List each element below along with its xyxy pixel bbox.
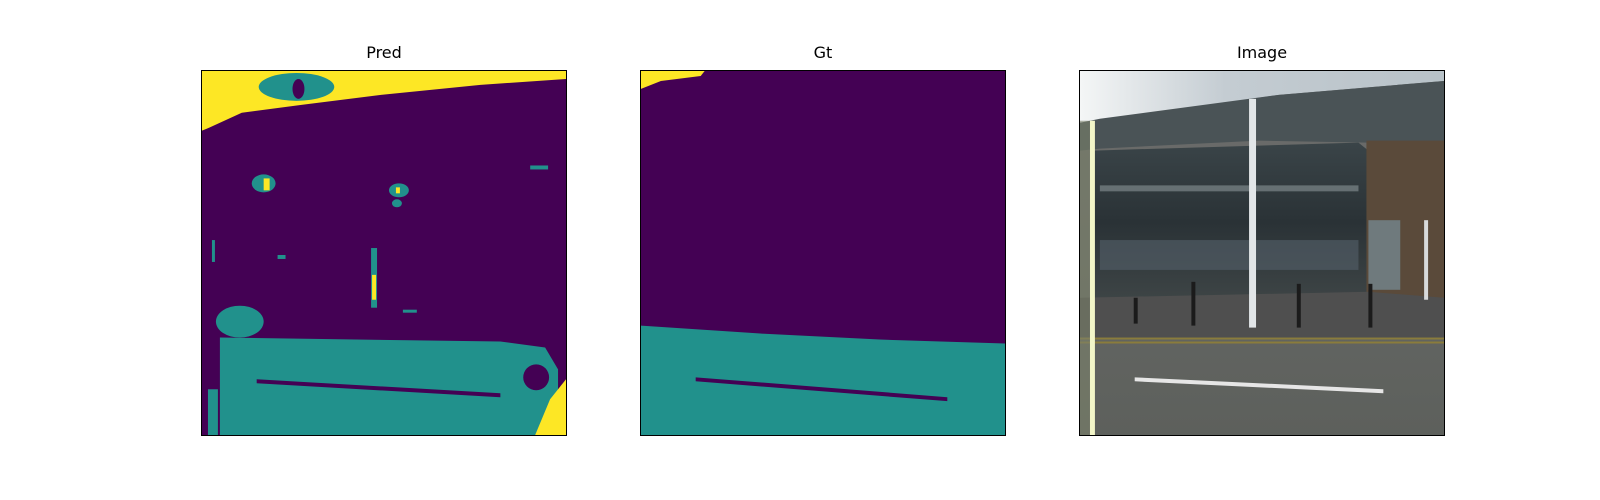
image-panel: Image (1079, 70, 1445, 436)
pred-title: Pred (201, 43, 567, 62)
gt-panel: Gt (640, 70, 1006, 436)
gt-title: Gt (640, 43, 1006, 62)
gt-segmentation-map (640, 70, 1006, 436)
storefront-photo (1079, 70, 1445, 436)
pred-segmentation-map (201, 70, 567, 436)
pred-panel: Pred (201, 70, 567, 436)
image-title: Image (1079, 43, 1445, 62)
